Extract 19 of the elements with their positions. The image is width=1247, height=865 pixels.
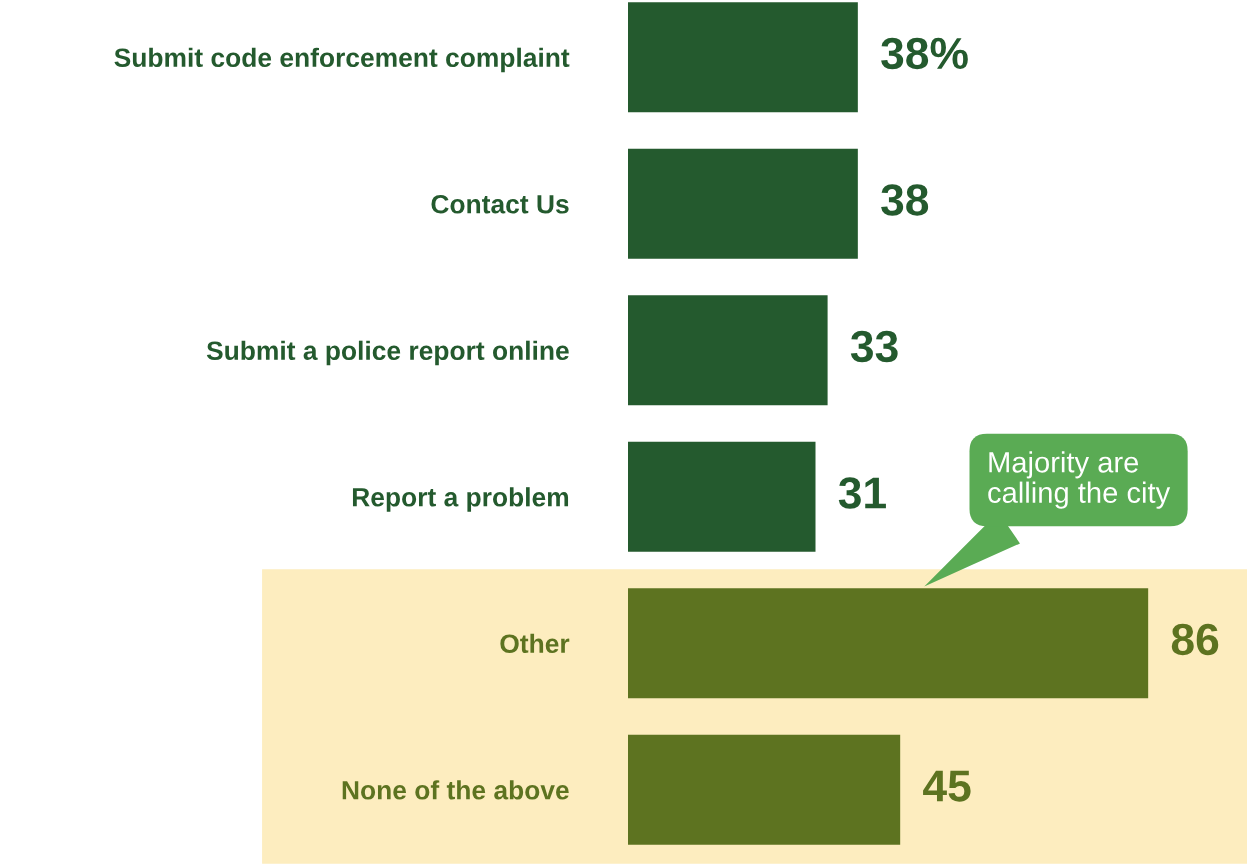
bar: [628, 441, 816, 552]
data-label: 31: [838, 477, 886, 509]
bar: [628, 588, 1149, 699]
data-label: 38%: [881, 37, 968, 70]
bar: [628, 295, 828, 406]
data-label: 45: [923, 770, 971, 802]
data-label: 86: [1171, 623, 1219, 656]
bar: [628, 148, 858, 259]
y-tick-label: Submit code enforcement complaint: [114, 47, 570, 73]
bar: [628, 734, 901, 845]
annotation: Majority are calling the city: [988, 451, 1171, 509]
y-tick-label: Contact Us: [431, 194, 569, 214]
y-tick-label: None of the above: [342, 780, 569, 800]
bar: [628, 2, 858, 113]
data-label: 33: [850, 330, 898, 363]
y-tick-label: Report a problem: [352, 487, 569, 512]
data-label: 38: [881, 184, 929, 216]
y-tick-label: Submit a police report online: [206, 340, 569, 366]
y-tick-label: Other: [500, 633, 570, 654]
